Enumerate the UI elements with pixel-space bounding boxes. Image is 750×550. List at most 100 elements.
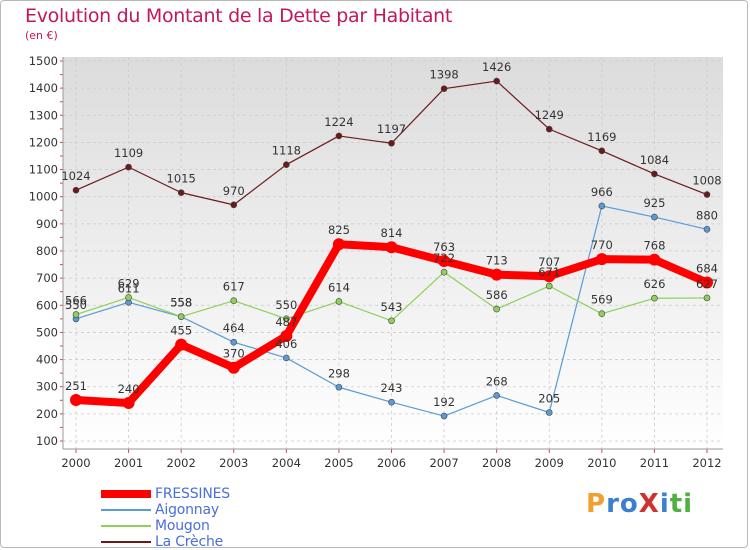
y-tick-label: 300 bbox=[36, 380, 58, 394]
data-label: 713 bbox=[486, 254, 508, 268]
x-tick-label: 2005 bbox=[324, 456, 353, 470]
data-point bbox=[598, 310, 606, 318]
data-point bbox=[703, 191, 711, 198]
data-point bbox=[335, 383, 343, 391]
logo-letter: r bbox=[606, 489, 620, 519]
data-point bbox=[703, 294, 711, 302]
y-tick-label: 1500 bbox=[29, 54, 58, 68]
data-label: 671 bbox=[538, 265, 560, 279]
legend-swatch bbox=[101, 490, 151, 498]
data-label: 768 bbox=[643, 239, 665, 253]
x-tick-label: 2003 bbox=[219, 456, 248, 470]
logo-letter: i bbox=[683, 489, 694, 519]
data-point bbox=[440, 268, 448, 276]
data-label: 1249 bbox=[535, 108, 564, 122]
y-tick-label: 400 bbox=[36, 353, 58, 367]
data-label: 966 bbox=[591, 185, 613, 199]
data-label: 763 bbox=[433, 240, 455, 254]
data-label: 1197 bbox=[377, 122, 406, 136]
data-point bbox=[493, 77, 500, 85]
x-tick-label: 2004 bbox=[272, 456, 301, 470]
data-point bbox=[283, 161, 290, 168]
x-tick-label: 2001 bbox=[114, 456, 143, 470]
data-label: 1109 bbox=[114, 146, 143, 160]
legend: FRESSINES Aigonnay Mougon La Crèche bbox=[101, 486, 230, 548]
data-point bbox=[440, 85, 448, 92]
data-point bbox=[388, 139, 395, 147]
legend-swatch bbox=[101, 541, 151, 543]
data-point bbox=[175, 338, 188, 351]
data-point bbox=[598, 202, 606, 210]
y-tick-label: 1400 bbox=[29, 81, 58, 95]
data-point bbox=[177, 189, 185, 196]
data-label: 558 bbox=[170, 296, 192, 310]
x-tick-label: 2002 bbox=[167, 456, 196, 470]
data-point bbox=[72, 311, 80, 318]
data-label: 370 bbox=[223, 347, 245, 361]
data-point bbox=[440, 412, 448, 420]
data-point bbox=[701, 276, 713, 289]
data-point bbox=[388, 398, 395, 406]
y-tick-label: 800 bbox=[36, 244, 58, 258]
data-point bbox=[332, 238, 345, 251]
data-label: 268 bbox=[486, 374, 508, 388]
data-label: 629 bbox=[118, 276, 140, 290]
data-point bbox=[227, 361, 240, 374]
data-point bbox=[283, 354, 290, 362]
data-label: 617 bbox=[223, 280, 245, 294]
logo-letter: P bbox=[586, 489, 607, 519]
proxiti-logo: ProXiti bbox=[586, 489, 693, 519]
legend-swatch bbox=[101, 509, 151, 511]
data-point bbox=[545, 125, 553, 133]
data-point bbox=[651, 294, 658, 302]
data-label: 1015 bbox=[167, 172, 196, 186]
data-point bbox=[230, 297, 238, 304]
x-tick-label: 2010 bbox=[587, 456, 616, 470]
data-label: 770 bbox=[591, 238, 613, 252]
data-label: 1169 bbox=[587, 130, 616, 144]
data-label: 586 bbox=[486, 288, 508, 302]
data-point bbox=[493, 305, 500, 313]
data-label: 550 bbox=[275, 298, 297, 312]
legend-item: La Crèche bbox=[101, 534, 230, 548]
data-label: 614 bbox=[328, 280, 350, 294]
x-tick-label: 2011 bbox=[640, 456, 669, 470]
data-label: 814 bbox=[381, 226, 403, 240]
data-point bbox=[122, 397, 135, 409]
data-label: 626 bbox=[643, 277, 665, 291]
data-label: 243 bbox=[381, 381, 403, 395]
data-label: 406 bbox=[275, 337, 297, 351]
y-tick-label: 700 bbox=[36, 271, 58, 285]
logo-letter: i bbox=[659, 489, 670, 519]
data-point bbox=[335, 298, 343, 305]
data-label: 298 bbox=[328, 366, 350, 380]
legend-item: Aigonnay bbox=[101, 502, 230, 518]
data-label: 970 bbox=[223, 184, 245, 198]
data-label: 611 bbox=[118, 281, 140, 295]
y-tick-label: 500 bbox=[36, 325, 58, 339]
data-point bbox=[595, 253, 608, 266]
data-point bbox=[545, 409, 553, 416]
y-tick-label: 1300 bbox=[29, 108, 58, 122]
data-label: 627 bbox=[696, 277, 718, 291]
data-point bbox=[125, 163, 132, 171]
y-tick-label: 900 bbox=[36, 217, 58, 231]
x-tick-label: 2006 bbox=[377, 456, 406, 470]
data-label: 487 bbox=[275, 315, 297, 329]
chart-subtitle: (en €) bbox=[25, 29, 58, 42]
data-label: 192 bbox=[433, 395, 455, 409]
data-point bbox=[280, 329, 293, 342]
data-point bbox=[335, 132, 343, 140]
x-tick-label: 2012 bbox=[692, 456, 721, 470]
data-point bbox=[648, 253, 661, 266]
legend-label: La Crèche bbox=[155, 534, 224, 548]
y-tick-label: 1200 bbox=[29, 135, 58, 149]
data-label: 569 bbox=[591, 293, 613, 307]
data-point bbox=[388, 317, 395, 325]
data-point bbox=[177, 313, 185, 320]
data-label: 1118 bbox=[272, 144, 301, 158]
x-tick-label: 2007 bbox=[429, 456, 458, 470]
y-tick-label: 600 bbox=[36, 298, 58, 312]
